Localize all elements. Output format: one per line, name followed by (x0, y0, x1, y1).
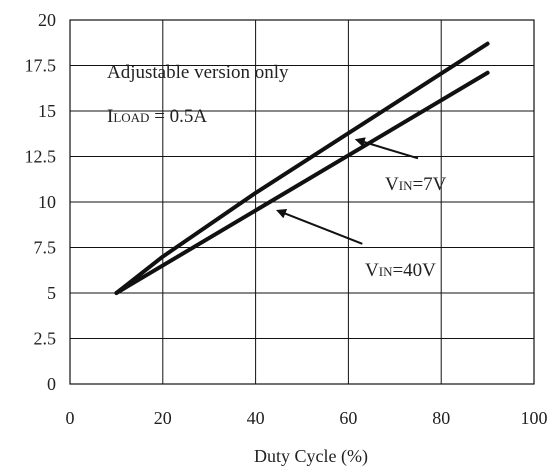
x-tick-label: 20 (154, 408, 172, 428)
vin-7v-label-main: V (385, 174, 399, 195)
y-tick-label: 5 (47, 283, 56, 303)
y-tick-label: 20 (38, 10, 56, 30)
grid (69, 19, 535, 385)
vin-7v-label-sub: IN (399, 178, 413, 193)
y-tick-label: 0 (47, 374, 56, 394)
vin-7v-label-value: =7V (412, 174, 446, 195)
y-tick-label: 10 (38, 192, 56, 212)
x-tick-label: 100 (521, 408, 548, 428)
x-tick-label: 80 (432, 408, 450, 428)
arrow-vin-7v (354, 137, 419, 160)
arrow-vin-40v (276, 209, 363, 245)
load-label-value: = 0.5A (149, 106, 207, 127)
series-lines (114, 41, 490, 295)
vin-7v-label: VIN=7V (385, 174, 447, 195)
y-tick-label: 17.5 (25, 56, 57, 76)
x-tick-label: 40 (247, 408, 265, 428)
y-tick-label: 7.5 (34, 238, 57, 258)
series-line-vin-40v (114, 70, 490, 295)
vin-40v-label-value: =40V (392, 260, 436, 281)
series-line-vin-7v (114, 41, 490, 295)
load-label-sub: LOAD (113, 110, 149, 125)
vin-40v-label-main: V (365, 260, 379, 281)
x-tick-label: 60 (339, 408, 357, 428)
y-tick-label: 2.5 (34, 329, 57, 349)
vin-40v-label-sub: IN (379, 264, 393, 279)
x-axis-label: Duty Cycle (%) (254, 446, 368, 467)
y-tick-label: 12.5 (25, 147, 57, 167)
load-label-main: I (107, 106, 113, 127)
tick-labels: 0 2.5 5 7.5 10 12.5 15 17.5 20 0 20 40 60 80 100 (25, 10, 548, 428)
annotation-arrows (276, 137, 419, 245)
vin-40v-label: VIN=40V (365, 260, 436, 281)
y-tick-label: 15 (38, 101, 56, 121)
x-tick-label: 0 (66, 408, 75, 428)
plot-frame (69, 19, 535, 385)
load-label: ILOAD = 0.5A (107, 106, 207, 127)
version-note: Adjustable version only (107, 62, 289, 83)
